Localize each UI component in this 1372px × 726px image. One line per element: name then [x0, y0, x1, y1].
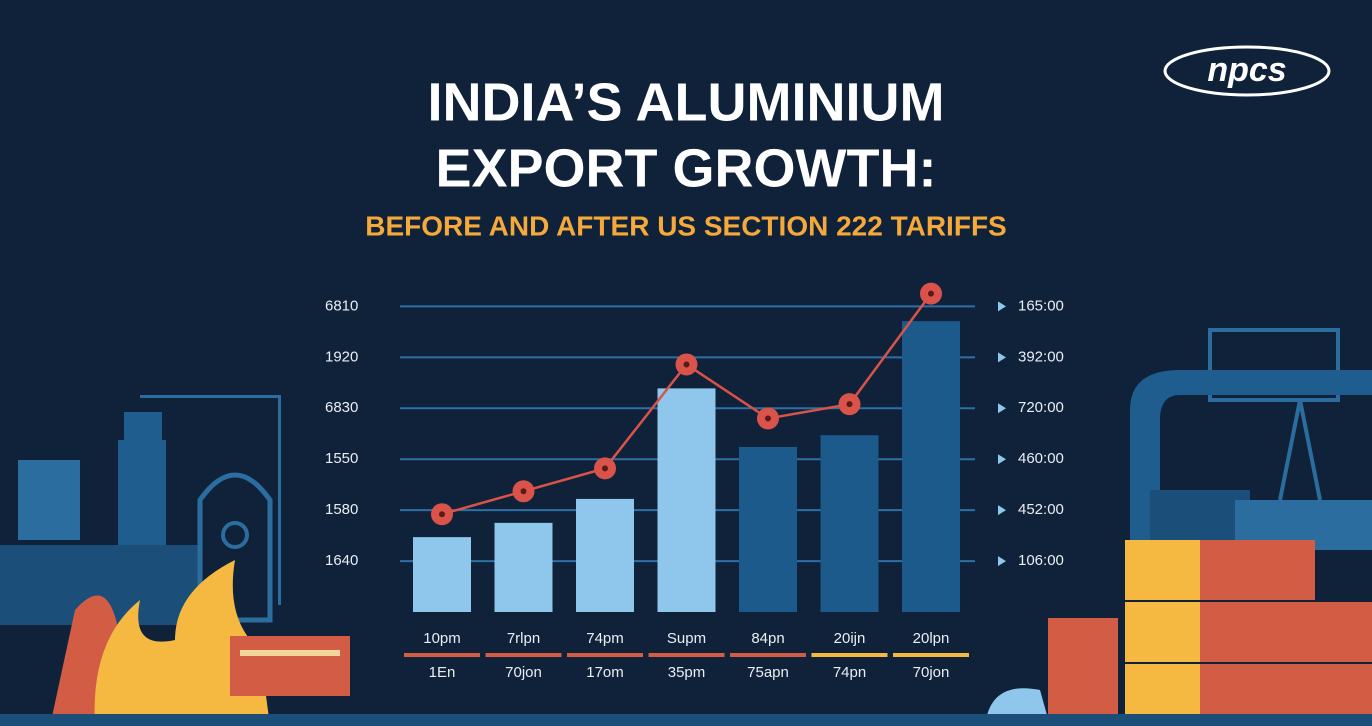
x-tick-label: 20lpn — [913, 630, 950, 647]
y2-tick-label: 452:00 — [1018, 501, 1064, 518]
title-line: EXPORT GROWTH: — [436, 138, 937, 198]
y2-tick-label: 392:00 — [1018, 348, 1064, 365]
title-line: INDIA’S ALUMINIUM — [428, 72, 945, 132]
x-tick-label-secondary: 17om — [586, 664, 624, 681]
y2-tick-label: 460:00 — [1018, 450, 1064, 467]
line-point-center — [683, 361, 690, 368]
y2-tick-label: 106:00 — [1018, 552, 1064, 569]
x-tick-label-secondary: 74pn — [833, 664, 866, 681]
bar — [657, 388, 716, 612]
bar — [494, 522, 553, 612]
category-divider — [811, 653, 888, 657]
line-point-center — [846, 401, 853, 408]
plot: 6810 1920 6830 1550 1580 1640 165:00 392:00 720:… — [325, 282, 1064, 681]
x-tick-label: 84pn — [751, 630, 784, 647]
x-tick-label: 20ijn — [834, 630, 866, 647]
x-tick-label-secondary: 35pm — [668, 664, 706, 681]
y-tick-label: 1550 — [325, 450, 358, 467]
y2-tick-arrow — [998, 556, 1006, 567]
logo-text: npcs — [1207, 51, 1286, 89]
y-tick-label: 1580 — [325, 501, 358, 518]
bar — [902, 321, 960, 612]
y-tick-label: 6830 — [325, 399, 358, 416]
x-tick-label: 10pm — [423, 630, 461, 647]
y2-tick-label: 720:00 — [1018, 399, 1064, 416]
x-tick-label-secondary: 1En — [429, 664, 456, 681]
subtitle: BEFORE AND AFTER US SECTION 222 TARIFFS — [365, 210, 1006, 241]
x-tick-label: 74pm — [586, 630, 624, 647]
y2-tick-arrow — [998, 454, 1006, 465]
y2-tick-label: 165:00 — [1018, 297, 1064, 314]
y2-tick-arrow — [998, 352, 1006, 363]
category-divider — [893, 653, 969, 657]
ground — [0, 714, 1372, 726]
line-point-center — [928, 290, 934, 297]
x-tick-label-secondary: 70jon — [913, 664, 950, 681]
y-tick-label: 1920 — [325, 348, 358, 365]
line-point-center — [520, 488, 527, 495]
x-tick-label-secondary: 75apn — [747, 664, 789, 681]
x-tick-label: 7rlpn — [507, 630, 540, 647]
bar — [739, 446, 797, 612]
x-tick-label: Supm — [667, 630, 706, 647]
line-point-center — [439, 511, 445, 518]
category-divider — [567, 653, 643, 657]
y-tick-label: 6810 — [325, 297, 358, 314]
flames — [50, 560, 350, 726]
line-point-center — [602, 465, 608, 472]
y2-tick-arrow — [998, 403, 1006, 414]
line-point-center — [765, 415, 771, 422]
bar — [820, 435, 879, 612]
y2-tick-arrow — [998, 505, 1006, 516]
logo: npcs — [1163, 45, 1331, 97]
category-divider — [730, 653, 806, 657]
y-tick-label: 1640 — [325, 552, 358, 569]
y2-tick-arrow — [998, 301, 1006, 312]
bar — [413, 537, 471, 612]
bar — [576, 498, 634, 612]
category-divider — [404, 653, 480, 657]
category-divider — [485, 653, 562, 657]
category-divider — [648, 653, 725, 657]
x-tick-label-secondary: 70jon — [505, 664, 542, 681]
